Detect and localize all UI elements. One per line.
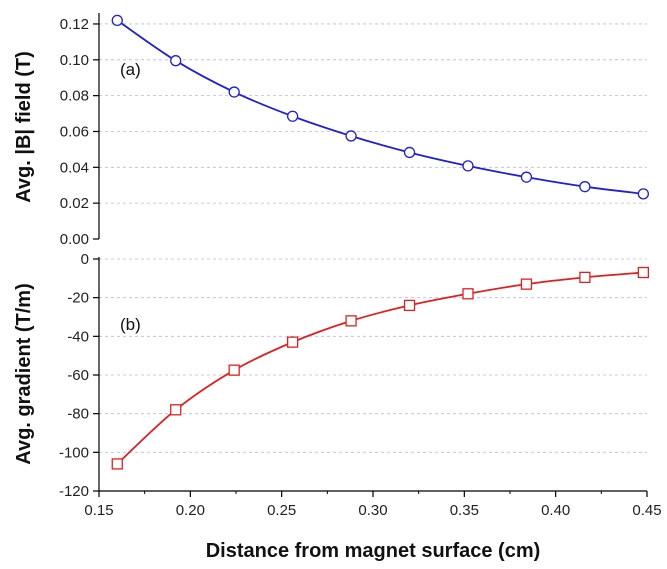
grid-layer — [99, 23, 647, 453]
panel-b-data-point — [170, 404, 182, 416]
panel-a-label: (a) — [120, 60, 141, 79]
panel-a-data-point — [462, 160, 474, 172]
series-layer — [111, 14, 649, 470]
panel-a-y-axis-title: Avg. |B| field (T) — [13, 51, 35, 203]
panel-b-data-point — [520, 278, 533, 290]
panel-a-data-point — [111, 14, 123, 27]
panel-b-data-point — [228, 364, 240, 376]
panel-a-series-line — [116, 19, 644, 195]
x-tick-label: 0.20 — [176, 502, 205, 519]
panel-a-data-point — [345, 130, 357, 142]
panel-b-data-point — [637, 266, 649, 279]
panel-b-y-tick-label: -100 — [59, 444, 89, 461]
panel-a-y-tick-label: 0.06 — [60, 123, 89, 140]
panel-a-y-tick-label: 0.12 — [60, 16, 89, 33]
panel-b-y-tick-label: -80 — [67, 406, 89, 423]
panel-b-data-point — [579, 271, 591, 284]
panel-b-y-tick-label: -20 — [67, 290, 89, 307]
x-tick-label: 0.25 — [267, 502, 296, 519]
panel-b-y-tick-label: -40 — [67, 328, 89, 345]
panel-a-y-tick-label: 0.02 — [60, 195, 89, 212]
panel-a-y-tick-label: 0.10 — [60, 52, 89, 69]
labels-layer: 0.00 0.02 0.04 0.06 0.08 0.10 0.12 Avg. |B| fie… — [13, 16, 662, 562]
panel-b-y-tick-label: -60 — [67, 367, 89, 384]
x-tick-label: 0.45 — [632, 502, 661, 519]
panel-a-data-point — [637, 188, 649, 200]
panel-a-y-tick-label: 0.00 — [60, 231, 89, 248]
panel-b-data-point — [345, 315, 357, 327]
panel-a-data-point — [403, 146, 416, 159]
x-tick-label: 0.35 — [450, 502, 479, 519]
panel-a-data-point — [170, 55, 182, 67]
panel-b-label: (b) — [120, 315, 141, 334]
x-tick-label: 0.40 — [541, 502, 570, 519]
panel-b-y-axis-title: Avg. gradient (T/m) — [13, 283, 35, 464]
panel-a-y-tick-label: 0.04 — [60, 159, 89, 176]
panel-b-y-tick-label: 0 — [81, 251, 89, 268]
x-axis-title: Distance from magnet surface (cm) — [206, 540, 541, 562]
panel-b-series-line — [116, 271, 644, 465]
panel-b-data-point — [111, 458, 123, 470]
x-tick-label: 0.30 — [358, 502, 387, 519]
panel-b-data-point — [462, 288, 474, 300]
panel-a-y-tick-label: 0.08 — [60, 88, 89, 105]
axes-layer — [93, 13, 648, 497]
panel-b-data-point — [403, 299, 416, 312]
panel-a-data-point — [286, 110, 299, 122]
panel-a-data-point — [228, 86, 240, 98]
panel-a-data-point — [579, 181, 591, 193]
panel-b-data-point — [286, 336, 299, 348]
panel-b-y-tick-label: -120 — [59, 483, 89, 500]
panel-a-data-point — [520, 171, 533, 183]
x-tick-label: 0.15 — [84, 502, 113, 519]
